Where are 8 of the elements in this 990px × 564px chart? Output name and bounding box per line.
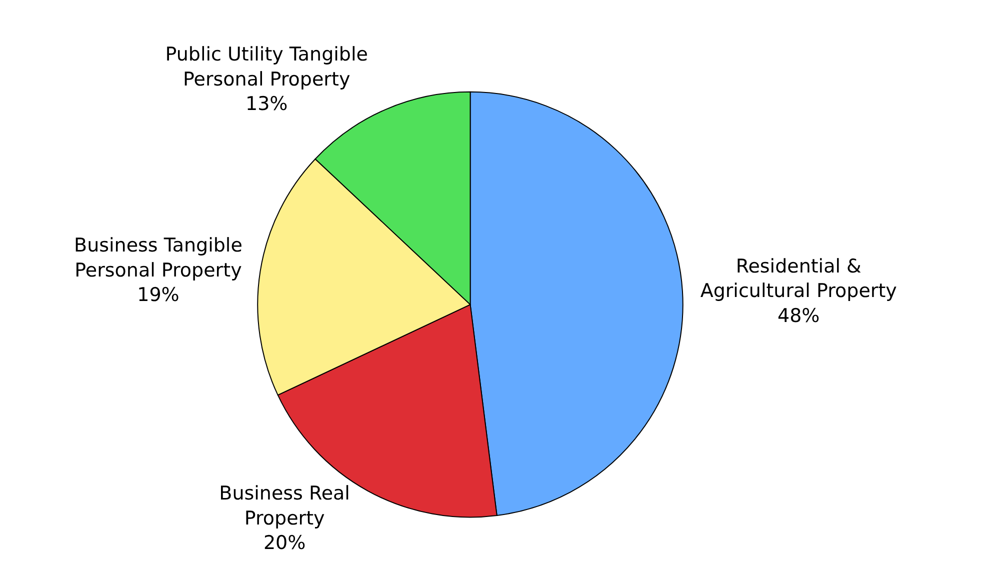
- slice-label: Residential & Agricultural Property: [700, 255, 897, 302]
- slice-label: Business Tangible Personal Property: [74, 234, 242, 282]
- data-label: 48%: [777, 304, 820, 327]
- data-label: 13%: [245, 93, 288, 116]
- data-label: 19%: [137, 284, 180, 306]
- data-label: 20%: [263, 532, 306, 554]
- slice-label: Business Real Property: [219, 482, 350, 530]
- slice-label: Public Utility Tangible Personal Property: [165, 44, 368, 90]
